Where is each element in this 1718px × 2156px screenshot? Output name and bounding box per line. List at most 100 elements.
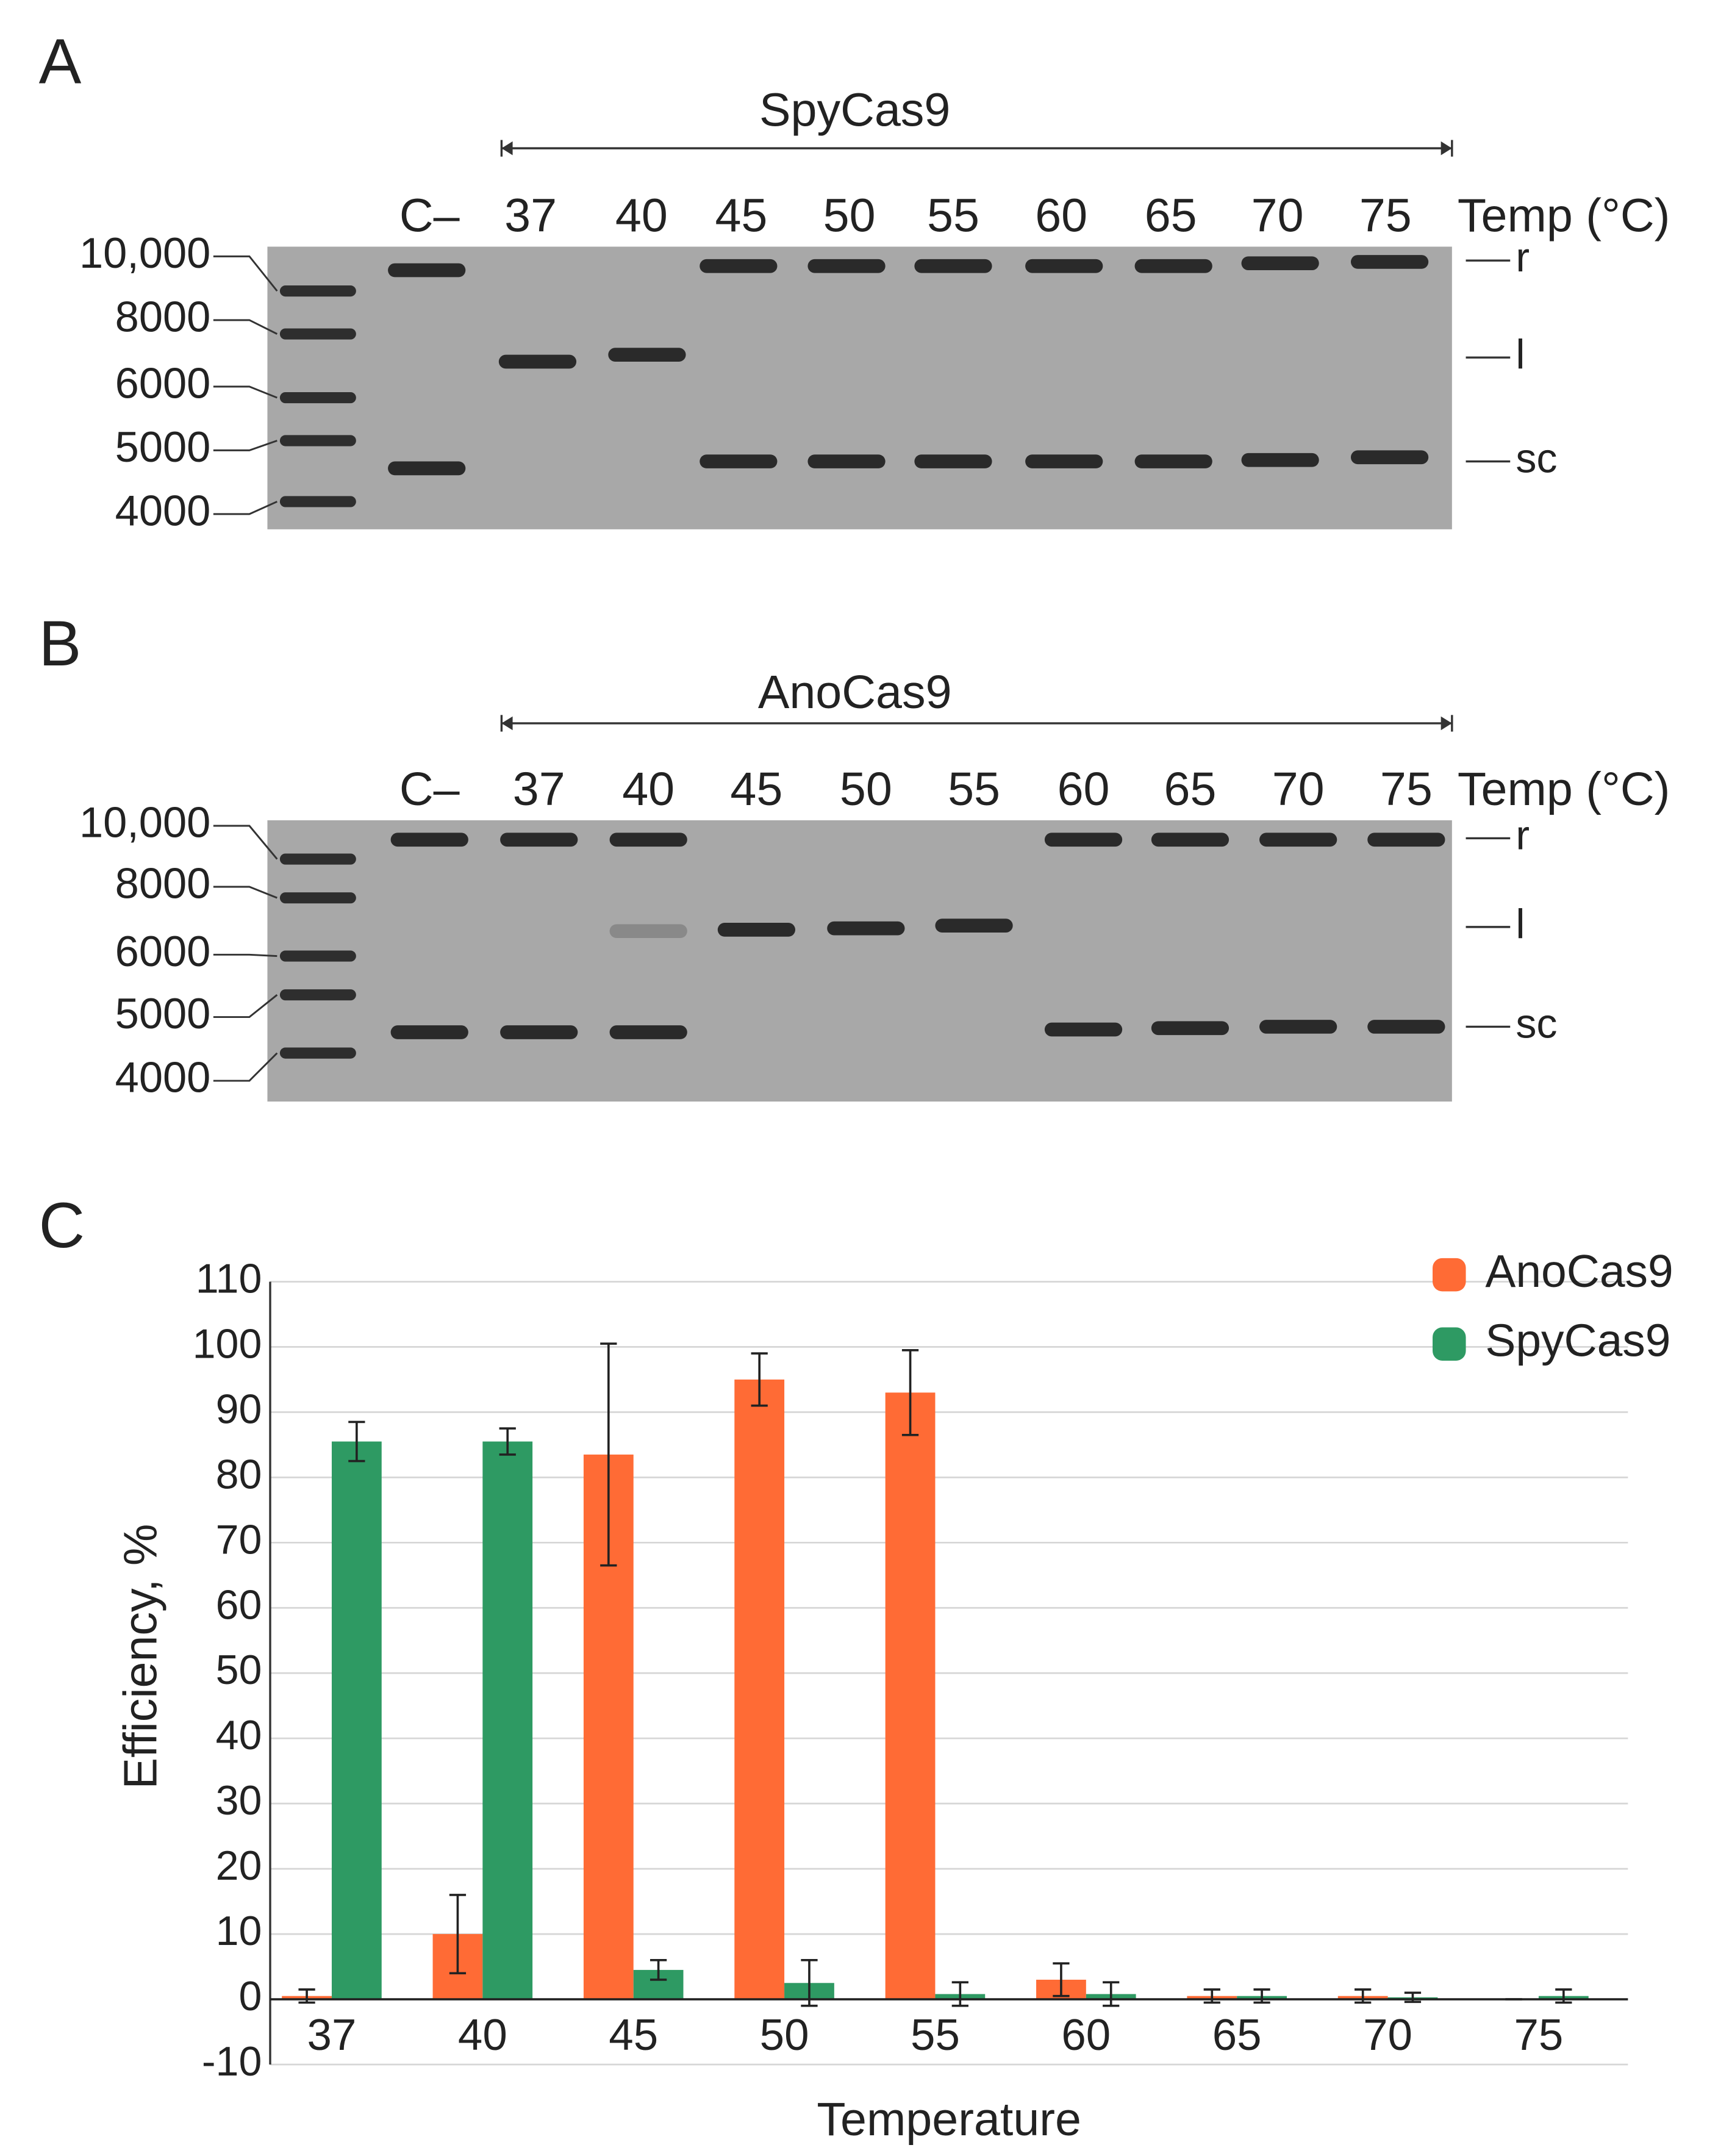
- error-bar: [901, 1348, 919, 1436]
- gel-band: [388, 263, 466, 278]
- x-tick-label: 50: [760, 2010, 809, 2060]
- error-bar: [499, 1427, 516, 1456]
- gel-band: [807, 454, 886, 468]
- y-tick-label: 80: [216, 1451, 262, 1497]
- bar: [331, 1441, 382, 2000]
- gel: [267, 820, 1452, 1102]
- temp-label: Temp (°C): [1458, 763, 1670, 815]
- lane-label: 60: [1058, 763, 1110, 815]
- y-tick-label: 50: [216, 1647, 262, 1693]
- error-bar: [1053, 1962, 1070, 1997]
- ladder-leader: [213, 886, 277, 899]
- gel-band: [914, 454, 992, 468]
- error-bar: [1103, 1981, 1120, 2007]
- arrow-head: [1441, 141, 1452, 156]
- lane-label: 65: [1145, 189, 1197, 242]
- lane-label: C–: [399, 189, 460, 242]
- gel-band: [609, 1025, 687, 1039]
- gel-band: [1151, 833, 1229, 847]
- lane-label: 75: [1359, 189, 1412, 242]
- ladder-leader: [213, 385, 277, 399]
- y-tick-label: 20: [216, 1843, 262, 1889]
- gel-band: [1241, 453, 1319, 467]
- gel-band: [1025, 454, 1103, 468]
- lane-label: C–: [399, 763, 460, 815]
- ladder-band: [279, 892, 356, 904]
- ladder-leader: [213, 440, 277, 451]
- y-tick-label: 40: [216, 1712, 262, 1758]
- lane-label: 45: [715, 189, 767, 242]
- ladder-label: 6000: [115, 359, 211, 407]
- x-tick-label: 55: [911, 2010, 960, 2060]
- gel-band: [1259, 1020, 1337, 1034]
- gel-band: [390, 1025, 468, 1039]
- y-tick-label: 90: [216, 1386, 262, 1432]
- y-tick-label: 10: [216, 1908, 262, 1954]
- gel-band: [700, 259, 778, 273]
- gel-band: [1259, 833, 1337, 847]
- gel-band: [1134, 454, 1212, 468]
- error-bar: [600, 1342, 617, 1567]
- legend-label: SpyCas9: [1485, 1314, 1670, 1366]
- gel-band: [500, 833, 578, 847]
- gel-band: [500, 1025, 578, 1039]
- error-bar: [951, 1981, 968, 2007]
- gel-band: [608, 348, 686, 362]
- ladder-label: 5000: [115, 989, 211, 1037]
- gel-band: [717, 923, 795, 937]
- gel-band: [390, 833, 468, 847]
- gel-band: [1134, 259, 1212, 273]
- panel-label: A: [39, 26, 82, 98]
- gel-band: [1151, 1021, 1229, 1036]
- panel-label: B: [39, 608, 82, 679]
- gel-band: [609, 924, 687, 939]
- ladder-band: [279, 435, 356, 446]
- gel-band: [1044, 833, 1123, 847]
- ladder-leader: [213, 953, 277, 958]
- x-tick-label: 45: [609, 2010, 658, 2060]
- ladder-band: [279, 950, 356, 962]
- lane-label: 65: [1164, 763, 1216, 815]
- ladder-leader: [213, 255, 278, 292]
- x-tick-label: 37: [307, 2010, 357, 2060]
- ladder-band: [279, 328, 356, 340]
- lane-label: 37: [513, 763, 565, 815]
- y-axis-label: Efficiency, %: [115, 1524, 167, 1789]
- legend-swatch: [1433, 1327, 1466, 1361]
- lane-label: 37: [504, 189, 557, 242]
- gel-band: [498, 354, 577, 369]
- bar: [885, 1392, 936, 2000]
- arrow-head: [501, 141, 513, 156]
- x-axis-label: Temperature: [817, 2093, 1081, 2146]
- gel-band: [388, 461, 466, 476]
- x-tick-label: 65: [1212, 2010, 1262, 2060]
- y-tick-label: 110: [196, 1255, 262, 1302]
- ladder-band: [279, 392, 356, 404]
- band-label: l: [1516, 331, 1525, 378]
- x-tick-label: 70: [1363, 2010, 1412, 2060]
- gel-band: [700, 454, 778, 468]
- gel-band: [914, 259, 992, 273]
- band-label: r: [1516, 234, 1530, 281]
- y-tick-label: -10: [202, 2038, 262, 2085]
- gel-band: [827, 921, 905, 936]
- arrow-head: [1441, 716, 1452, 731]
- lane-label: 55: [927, 189, 979, 242]
- gel-band: [935, 919, 1013, 933]
- y-tick-label: 70: [216, 1516, 262, 1563]
- x-tick-label: 60: [1061, 2010, 1111, 2060]
- gel-band: [1367, 1020, 1445, 1034]
- legend-label: AnoCas9: [1485, 1245, 1673, 1297]
- gel-title: AnoCas9: [758, 666, 952, 718]
- gel-band: [1350, 450, 1429, 465]
- ladder-leader: [213, 994, 278, 1019]
- gel-band: [1025, 259, 1103, 273]
- lane-label: 55: [948, 763, 1000, 815]
- gel: [267, 246, 1452, 529]
- panel-label: C: [39, 1190, 85, 1261]
- band-label: sc: [1516, 1000, 1557, 1047]
- lane-label: 75: [1380, 763, 1433, 815]
- gel-band: [1367, 833, 1445, 847]
- x-tick-label: 40: [458, 2010, 507, 2060]
